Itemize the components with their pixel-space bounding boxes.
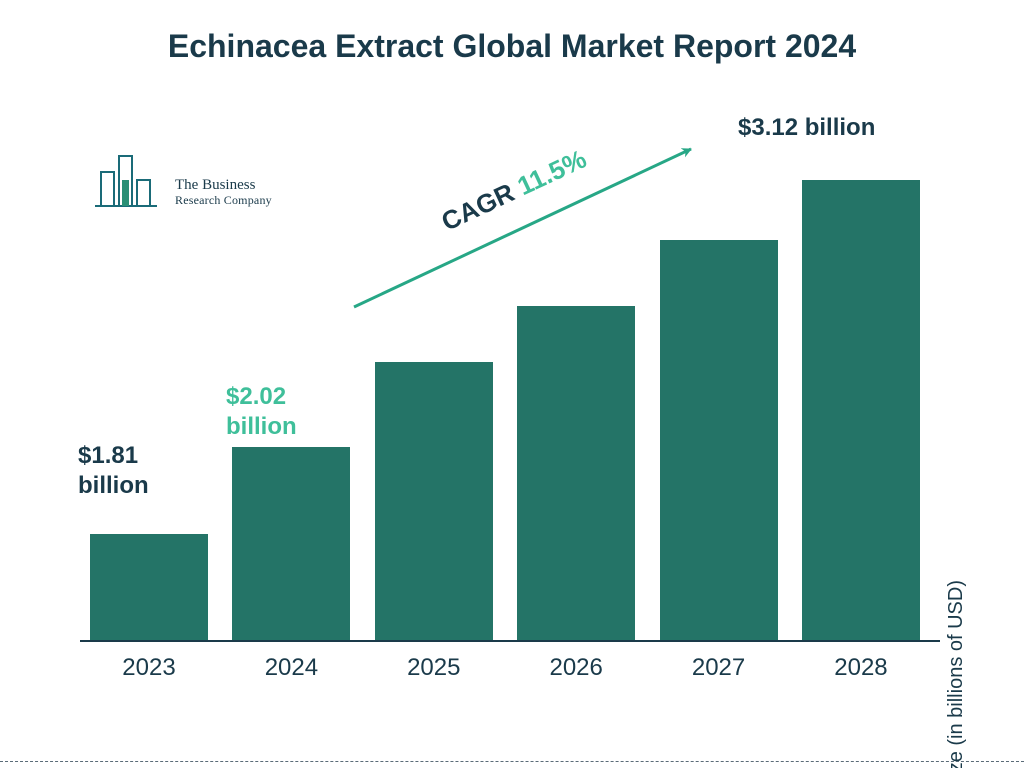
x-axis-line: [80, 640, 940, 642]
bar-2024: [232, 447, 350, 642]
x-tick-label: 2025: [375, 648, 493, 690]
bar-2025: [375, 362, 493, 642]
bar: [232, 447, 350, 642]
value-label-2024: $2.02 billion: [226, 382, 297, 442]
annot0-line2: billion: [78, 472, 149, 499]
x-tick-label: 2026: [517, 648, 635, 690]
page-title: Echinacea Extract Global Market Report 2…: [0, 28, 1024, 65]
page: Echinacea Extract Global Market Report 2…: [0, 0, 1024, 768]
x-tick-label: 2027: [660, 648, 778, 690]
bar-2026: [517, 306, 635, 642]
bar: [802, 180, 920, 642]
arrow-icon: [346, 135, 701, 315]
bar-2023: [90, 534, 208, 642]
bar: [90, 534, 208, 642]
bar-2028: [802, 180, 920, 642]
x-tick-label: 2024: [232, 648, 350, 690]
annot1-line1: $2.02: [226, 383, 286, 410]
value-label-2028: $3.12 billion: [738, 113, 875, 143]
value-label-2023: $1.81 billion: [78, 441, 149, 501]
annot0-line1: $1.81: [78, 442, 138, 469]
x-tick-label: 2023: [90, 648, 208, 690]
cagr-arrow: CAGR 11.5%: [346, 135, 701, 315]
footer-divider: [0, 761, 1024, 762]
bar: [375, 362, 493, 642]
bar: [517, 306, 635, 642]
x-tick-label: 2028: [802, 648, 920, 690]
annot1-line2: billion: [226, 413, 297, 440]
annot5-line1: $3.12 billion: [738, 114, 875, 141]
y-axis-label: Market Size (in billions of USD): [945, 580, 968, 768]
x-axis-labels: 2023 2024 2025 2026 2027 2028: [80, 648, 930, 690]
